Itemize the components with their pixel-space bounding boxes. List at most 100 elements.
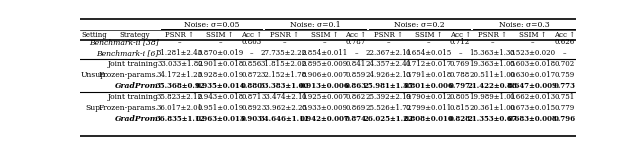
Text: 0.828: 0.828 — [449, 115, 471, 123]
Text: Acc ↑: Acc ↑ — [554, 31, 575, 39]
Text: 0.913±0.006: 0.913±0.006 — [300, 82, 349, 90]
Text: 0.603±0.018: 0.603±0.018 — [509, 60, 556, 68]
Text: –: – — [458, 49, 462, 57]
Text: PSNR ↑: PSNR ↑ — [478, 31, 507, 39]
Text: Noise: σ=0.3: Noise: σ=0.3 — [499, 21, 549, 29]
Text: 0.630±0.017: 0.630±0.017 — [509, 71, 556, 79]
Text: SSIM ↑: SSIM ↑ — [415, 31, 442, 39]
Text: 0.796: 0.796 — [553, 115, 575, 123]
Text: 0.791±0.018: 0.791±0.018 — [405, 71, 452, 79]
Text: 0.942±0.007: 0.942±0.007 — [300, 115, 349, 123]
Text: 36.017±2.01: 36.017±2.01 — [157, 104, 203, 112]
Text: –: – — [218, 38, 222, 46]
Text: 0.662±0.013: 0.662±0.013 — [509, 93, 556, 101]
Text: PSNR ↑: PSNR ↑ — [165, 31, 195, 39]
Text: 0.963±0.013: 0.963±0.013 — [195, 115, 245, 123]
Text: 31.281±2.43: 31.281±2.43 — [157, 49, 203, 57]
Text: 0.779: 0.779 — [554, 104, 574, 112]
Text: GradProm: GradProm — [115, 115, 159, 123]
Text: 0.788: 0.788 — [450, 71, 470, 79]
Text: 0.769: 0.769 — [450, 60, 470, 68]
Text: 0.712: 0.712 — [450, 38, 470, 46]
Text: 20.361±1.00: 20.361±1.00 — [469, 104, 515, 112]
Text: 0.759: 0.759 — [554, 71, 574, 79]
Text: 22.367±2.11: 22.367±2.11 — [365, 49, 412, 57]
Text: 0.673±0.015: 0.673±0.015 — [509, 104, 556, 112]
Text: 0.925±0.007: 0.925±0.007 — [301, 93, 348, 101]
Text: 0.799±0.011: 0.799±0.011 — [405, 104, 452, 112]
Text: SSIM ↑: SSIM ↑ — [310, 31, 338, 39]
Text: 33.962±2.25: 33.962±2.25 — [261, 104, 307, 112]
Text: 21.353±0.67: 21.353±0.67 — [467, 115, 517, 123]
Text: 26.025±1.22: 26.025±1.22 — [364, 115, 413, 123]
Text: 25.981±1.35: 25.981±1.35 — [364, 82, 413, 90]
Text: 0.935±0.014: 0.935±0.014 — [195, 82, 245, 90]
Text: 33.383±1.00: 33.383±1.00 — [259, 82, 308, 90]
Text: 19.989±1.01: 19.989±1.01 — [469, 93, 515, 101]
Text: 25.526±1.72: 25.526±1.72 — [365, 104, 412, 112]
Text: Setting: Setting — [82, 31, 108, 39]
Text: 21.422±0.88: 21.422±0.88 — [467, 82, 517, 90]
Text: 0.872: 0.872 — [242, 71, 262, 79]
Text: 0.870±0.019: 0.870±0.019 — [197, 49, 243, 57]
Text: 0.654±0.015: 0.654±0.015 — [405, 49, 452, 57]
Text: Strategy: Strategy — [119, 31, 150, 39]
Text: 20.511±1.00: 20.511±1.00 — [469, 71, 515, 79]
Text: 0.906±0.007: 0.906±0.007 — [301, 71, 348, 79]
Text: 36.835±1.12: 36.835±1.12 — [155, 115, 205, 123]
Text: 35.368±0.92: 35.368±0.92 — [155, 82, 205, 90]
Text: 0.869: 0.869 — [346, 104, 366, 112]
Text: 0.901±0.018: 0.901±0.018 — [197, 60, 243, 68]
Text: SSIM ↑: SSIM ↑ — [207, 31, 234, 39]
Text: 0.773: 0.773 — [554, 82, 575, 90]
Text: Acc ↑: Acc ↑ — [241, 31, 262, 39]
Text: –: – — [427, 38, 430, 46]
Text: 0.903: 0.903 — [241, 115, 263, 123]
Text: 0.871: 0.871 — [242, 93, 262, 101]
Text: Frozen-params.: Frozen-params. — [99, 71, 159, 79]
Text: Acc ↑: Acc ↑ — [449, 31, 470, 39]
Text: 0.790±0.012: 0.790±0.012 — [405, 93, 452, 101]
Text: –: – — [490, 38, 494, 46]
Text: SSIM ↑: SSIM ↑ — [519, 31, 547, 39]
Text: Noise: σ=0.1: Noise: σ=0.1 — [291, 21, 341, 29]
Text: 0.683±0.008: 0.683±0.008 — [508, 115, 557, 123]
Text: 27.735±2.22: 27.735±2.22 — [261, 49, 307, 57]
Text: 0.523±0.020: 0.523±0.020 — [509, 49, 556, 57]
Text: 0.863: 0.863 — [345, 82, 367, 90]
Text: –: – — [355, 49, 358, 57]
Text: 0.943±0.018: 0.943±0.018 — [197, 93, 243, 101]
Text: 34.646±1.11: 34.646±1.11 — [259, 115, 309, 123]
Text: 0.797: 0.797 — [449, 82, 471, 90]
Text: Benchmark-i [6]: Benchmark-i [6] — [96, 49, 159, 57]
Text: 15.363±1.33: 15.363±1.33 — [469, 49, 515, 57]
Text: PSNR ↑: PSNR ↑ — [269, 31, 298, 39]
Text: 0.951±0.019: 0.951±0.019 — [197, 104, 243, 112]
Text: 0.856: 0.856 — [242, 60, 262, 68]
Text: –: – — [531, 38, 534, 46]
Text: –: – — [323, 38, 326, 46]
Text: 0.787: 0.787 — [346, 38, 366, 46]
Text: 24.357±2.41: 24.357±2.41 — [365, 60, 412, 68]
Text: 0.874: 0.874 — [345, 115, 367, 123]
Text: 31.815±2.02: 31.815±2.02 — [261, 60, 307, 68]
Text: 0.702: 0.702 — [554, 60, 574, 68]
Text: GradProm: GradProm — [115, 82, 159, 90]
Text: Noise: σ=0.05: Noise: σ=0.05 — [184, 21, 239, 29]
Text: 0.892: 0.892 — [242, 104, 262, 112]
Text: 33.033±1.82: 33.033±1.82 — [157, 60, 203, 68]
Text: Noise: σ=0.2: Noise: σ=0.2 — [394, 21, 445, 29]
Text: PSNR ↑: PSNR ↑ — [374, 31, 403, 39]
Text: 0.862: 0.862 — [346, 93, 366, 101]
Text: 24.926±2.13: 24.926±2.13 — [365, 71, 412, 79]
Text: 0.803: 0.803 — [242, 38, 262, 46]
Text: Acc ↑: Acc ↑ — [346, 31, 367, 39]
Text: 0.880: 0.880 — [241, 82, 263, 90]
Text: 0.933±0.009: 0.933±0.009 — [301, 104, 348, 112]
Text: 0.647±0.009: 0.647±0.009 — [508, 82, 557, 90]
Text: 0.805: 0.805 — [450, 93, 470, 101]
Text: 0.815: 0.815 — [450, 104, 470, 112]
Text: Benchmark-ii [38]: Benchmark-ii [38] — [89, 38, 159, 46]
Text: 25.392±2.19: 25.392±2.19 — [365, 93, 412, 101]
Text: 0.928±0.019: 0.928±0.019 — [197, 71, 243, 79]
